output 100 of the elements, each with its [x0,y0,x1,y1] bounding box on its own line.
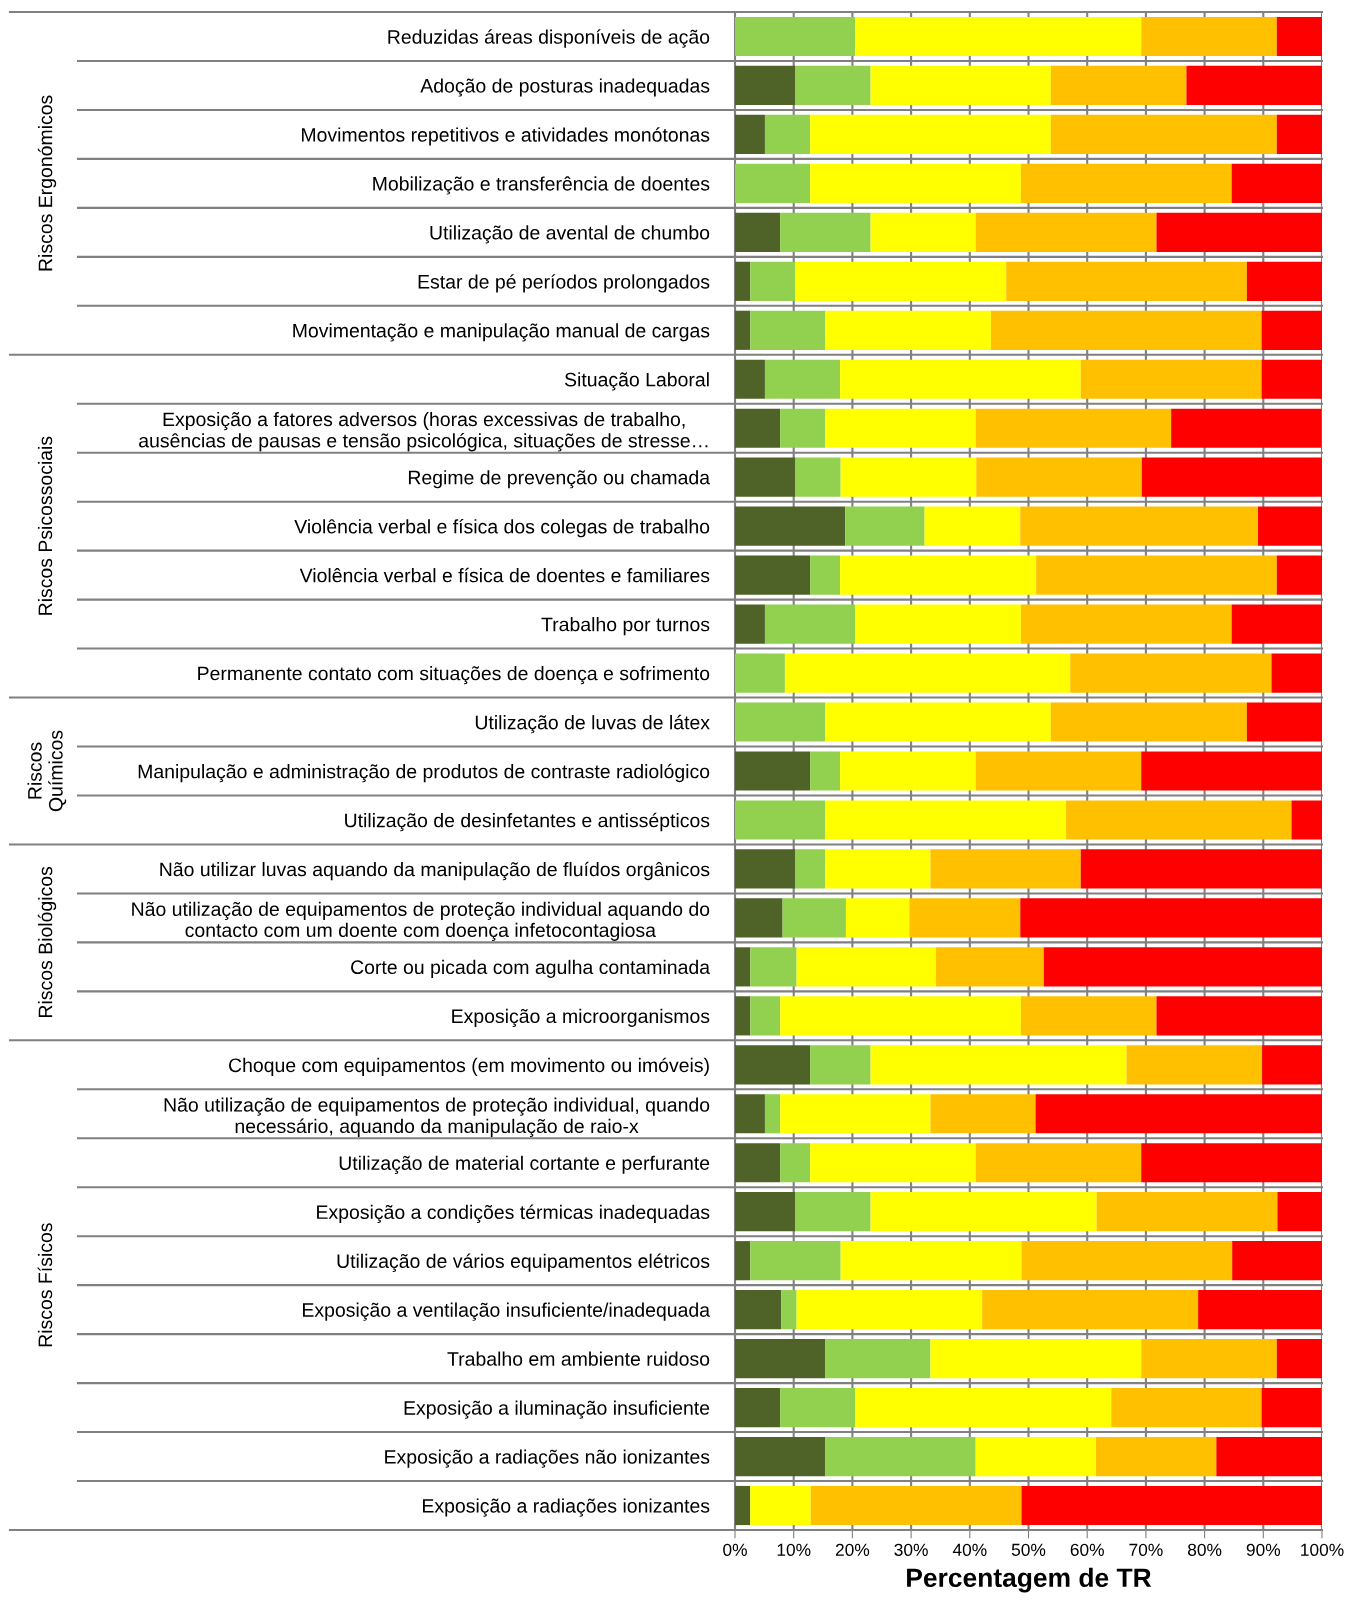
bar [840,751,976,791]
bar [810,114,1051,155]
bar [845,506,925,546]
bar [1020,506,1259,546]
bar [975,1143,1142,1183]
bar [1141,751,1322,791]
bar [735,163,811,203]
bar [780,1143,811,1183]
bar [735,1436,826,1477]
bar [825,408,976,448]
bar [750,1241,841,1281]
bar [795,261,1007,301]
bar [935,947,1044,987]
bar [1141,1143,1322,1183]
y-tick-label: Adoção de posturas inadequadas [420,78,710,97]
y-tick-label: Trabalho em ambiente ruidoso [447,1351,710,1366]
bar [1035,1094,1322,1134]
bar [1096,1192,1278,1232]
bar [1216,1436,1322,1477]
bar [750,996,781,1036]
bar [735,1339,826,1379]
bar [1006,261,1247,301]
y-tick-label: Exposição a condições térmicas inadequadas [317,1204,710,1223]
bar [810,1143,976,1183]
bar [1232,1241,1322,1281]
bar [1111,1387,1262,1428]
bar [1156,212,1322,252]
bar [855,604,1021,644]
bar [784,653,1071,693]
bar [855,1387,1112,1428]
bar [1198,1290,1322,1330]
bar [1066,800,1292,840]
bar [825,1436,976,1477]
bar [780,1387,856,1428]
bar [1156,996,1322,1036]
bar [810,751,841,791]
bar [764,1094,781,1134]
bar [1246,702,1322,742]
bar [1231,604,1322,644]
bar [825,702,1051,742]
bar [735,212,781,252]
bar [1141,16,1277,57]
y-tick-label: Utilização de luvas de látex [475,714,710,734]
bar [735,16,856,57]
bar [840,555,1037,595]
bar [780,1094,931,1134]
bar [735,359,765,399]
x-tick-label: 20% [835,1543,870,1556]
bar [924,506,1021,546]
bar [825,849,931,889]
y-tick-label: Exposição a microorganismos [452,1008,710,1027]
bar [735,1192,796,1232]
bar [1261,359,1322,399]
x-tick-label: 100% [1301,1543,1344,1556]
bar [795,457,841,497]
bar [735,849,796,889]
bar [825,800,1067,840]
bar [870,1045,1127,1085]
bar [840,457,977,497]
bar [1291,800,1322,840]
y-tick-label: Não utilizar luvas aquando da manipulação de fluídos orgânicos [160,861,710,881]
bar [1141,457,1322,497]
bar [1021,1485,1322,1526]
bar [780,996,1021,1036]
bar [735,1241,751,1281]
bar [1231,163,1322,203]
text: Riscos Físicos [37,1223,53,1347]
bar [735,506,846,546]
bar [1277,1192,1322,1232]
bar [796,947,936,987]
bar [735,751,811,791]
bar [735,310,751,350]
y-tick-label: Não utilização de equipamentos de proteção individual, quando necessário, aquando da manipulação de raio-x [164,1097,710,1138]
bar [1126,1045,1263,1085]
y-tick-label: Trabalho por turnos [541,617,710,636]
bar [1050,702,1247,742]
bar [930,1094,1036,1134]
bar [840,1241,1022,1281]
bar [825,1339,931,1379]
y-tick-label: Mobilização e transferência de doentes [373,176,710,195]
bar [1276,114,1322,155]
bar [810,555,841,595]
bar [975,751,1142,791]
text: Riscos Psicossociais [37,436,53,615]
bar [735,898,783,938]
bar [810,163,1021,203]
bar [990,310,1262,350]
y-tick-label: Utilização de desinfetantes e antissépticos [345,812,710,832]
bar [780,408,826,448]
y-tick-label: Utilização de vários equipamentos elétricos [337,1253,710,1272]
bar [810,1485,1022,1526]
bar [735,604,765,644]
bar [735,408,781,448]
bar [1021,1241,1233,1281]
bar [735,261,751,301]
bar [735,996,751,1036]
bar [735,65,796,106]
bar [1020,604,1232,644]
bar [735,114,765,155]
y-tick-label: Violência verbal e física dos colegas de trabalho [294,519,710,538]
